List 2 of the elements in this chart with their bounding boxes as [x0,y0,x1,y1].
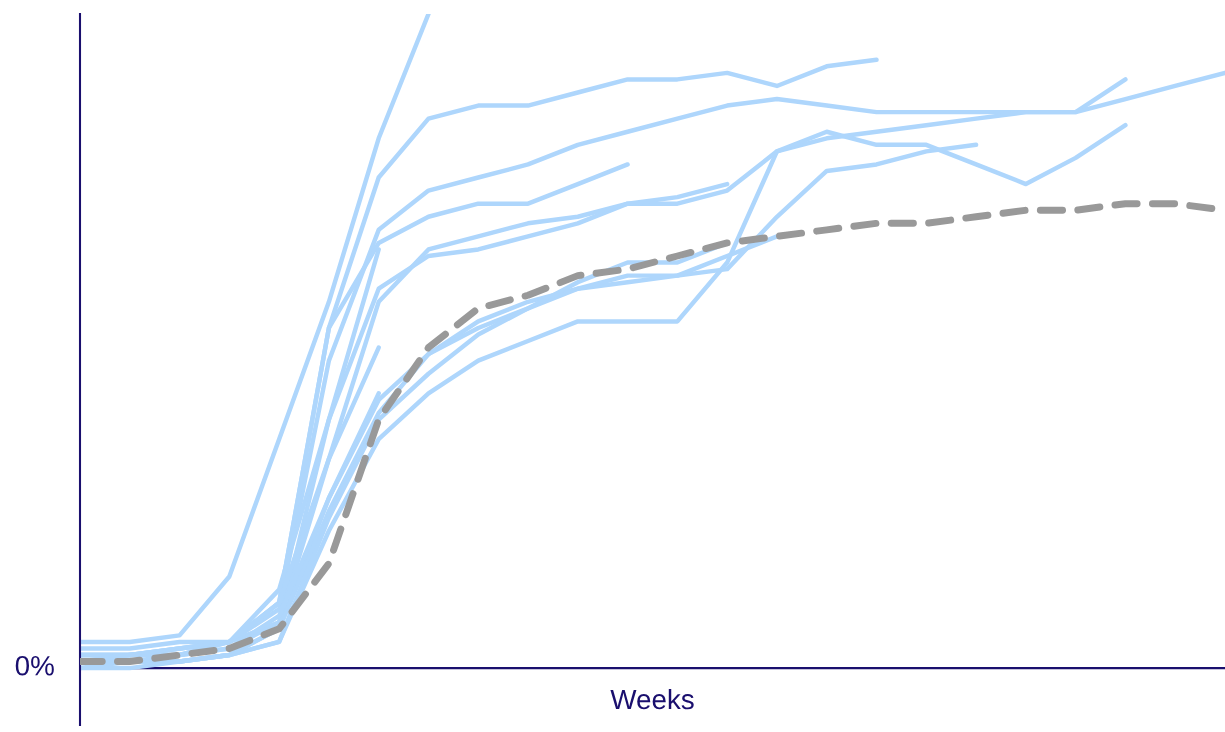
x-axis-title: Weeks [610,688,694,710]
text: 0% [15,655,54,676]
